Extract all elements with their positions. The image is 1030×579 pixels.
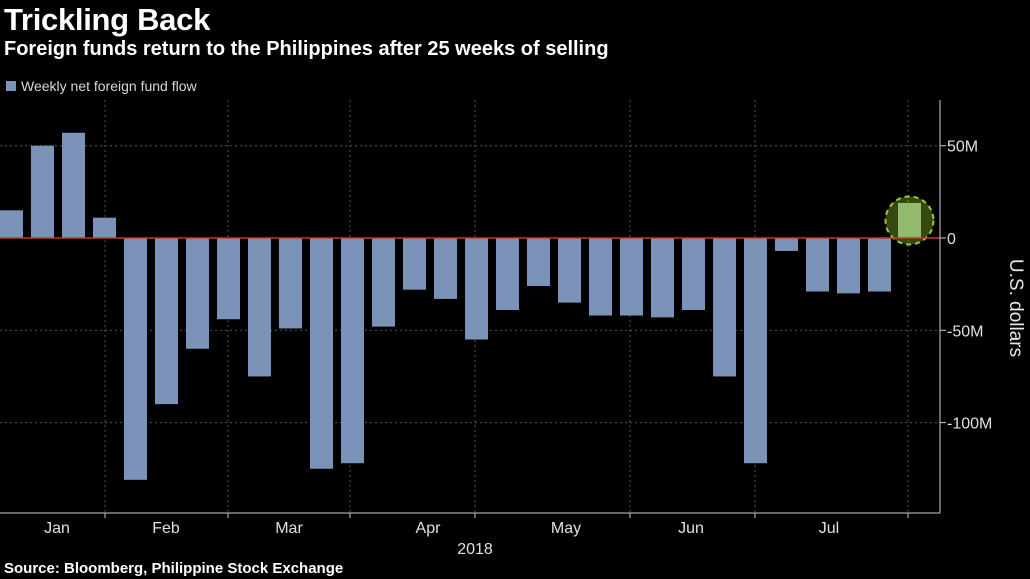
highlight-bar — [898, 202, 921, 238]
bar — [682, 238, 705, 310]
bar-layer — [0, 132, 935, 480]
x-tick-label: Mar — [275, 520, 303, 537]
x-tick-label: Apr — [416, 520, 442, 537]
bar — [496, 238, 519, 310]
x-tick-label: May — [551, 520, 581, 537]
x-tick-label: Jan — [44, 520, 70, 537]
x-axis-title: 2018 — [457, 541, 493, 558]
bar — [868, 238, 891, 292]
bar — [434, 238, 457, 299]
bar — [744, 238, 767, 464]
legend-swatch — [6, 81, 16, 91]
bar — [248, 238, 271, 377]
chart-title: Trickling Back — [4, 2, 211, 37]
bar — [341, 238, 364, 464]
y-tick-label: -50M — [947, 323, 983, 340]
bar — [589, 238, 612, 316]
bar — [527, 238, 550, 286]
chart-subtitle: Foreign funds return to the Philippines … — [4, 38, 609, 60]
bar — [310, 238, 333, 469]
bar — [403, 238, 426, 290]
x-tick-label: Feb — [152, 520, 180, 537]
y-axis-title: U.S. dollars — [1005, 259, 1026, 357]
bar — [31, 145, 54, 238]
bar — [620, 238, 643, 316]
highlight-ring — [884, 195, 935, 246]
bar — [651, 238, 674, 318]
bar — [372, 238, 395, 327]
bar — [713, 238, 736, 377]
bar — [124, 238, 147, 480]
x-tick-label: Jul — [819, 520, 839, 537]
y-tick-label: 50M — [947, 139, 978, 156]
bar — [93, 217, 116, 238]
axis-layer: 50M 0 -50M -100M Jan Feb Mar Apr May Jun Jul 2018 U.… — [0, 100, 1026, 558]
chart-legend: Weekly net foreign fund flow — [6, 78, 197, 94]
bar — [186, 238, 209, 349]
bar — [558, 238, 581, 303]
bar — [217, 238, 240, 320]
bar — [279, 238, 302, 329]
x-tick-label: Jun — [678, 520, 704, 537]
bar — [465, 238, 488, 340]
y-tick-label: 0 — [947, 231, 956, 248]
bar — [62, 132, 85, 238]
bar — [806, 238, 829, 292]
legend-label: Weekly net foreign fund flow — [21, 78, 197, 94]
bar — [775, 238, 798, 251]
bar — [155, 238, 178, 405]
bar — [837, 238, 860, 294]
source-note: Source: Bloomberg, Philippine Stock Exch… — [4, 560, 344, 577]
bar — [0, 210, 23, 238]
y-tick-label: -100M — [947, 416, 992, 433]
